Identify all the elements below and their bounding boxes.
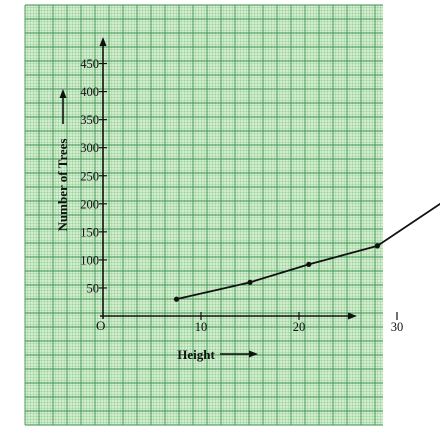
x-tick-label: 30	[391, 320, 404, 334]
y-tick-label: 300	[80, 141, 99, 155]
x-axis-label: Height	[177, 347, 215, 362]
y-tick-label: 100	[80, 253, 99, 267]
y-tick-label: 250	[80, 169, 99, 183]
data-point	[306, 262, 311, 267]
y-axis-label: Number of Trees	[55, 139, 70, 232]
data-point	[375, 243, 380, 248]
y-tick-label: 50	[87, 281, 100, 295]
y-tick-label: 450	[80, 57, 99, 71]
data-point	[247, 280, 252, 285]
x-tick-label: 10	[195, 320, 208, 334]
y-tick-label: 350	[80, 113, 99, 127]
y-tick-label: 400	[80, 85, 99, 99]
x-tick-label: 20	[293, 320, 306, 334]
y-tick-label: 200	[80, 197, 99, 211]
data-point	[174, 297, 179, 302]
origin-label: O	[96, 318, 105, 333]
y-tick-label: 150	[80, 225, 99, 239]
